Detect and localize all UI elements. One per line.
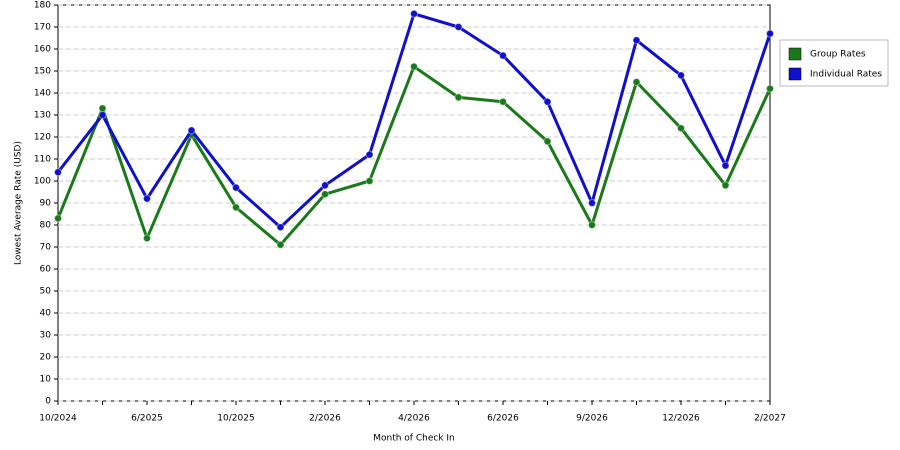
point: [410, 9, 418, 18]
x-tick-label: 12/2026: [662, 414, 700, 424]
y-tick-label: 170: [34, 23, 51, 33]
point: [588, 221, 596, 229]
point: [588, 199, 596, 207]
point: [365, 150, 374, 159]
point: [143, 194, 151, 203]
y-tick-label: 90: [40, 199, 52, 209]
y-tick-label: 180: [34, 1, 51, 11]
y-tick-label: 160: [34, 45, 51, 55]
point: [365, 177, 374, 185]
point: [543, 97, 552, 106]
x-tick-label: 10/2025: [217, 414, 254, 424]
point: [98, 104, 107, 113]
point: [232, 203, 240, 212]
point: [632, 36, 641, 45]
x-tick-label: 4/2026: [398, 414, 430, 424]
point: [543, 137, 552, 146]
y-tick-label: 140: [34, 89, 51, 99]
y-tick-label: 130: [34, 111, 51, 121]
y-tick-label: 40: [40, 309, 52, 319]
x-tick-label: 10/2024: [39, 414, 77, 424]
point: [232, 183, 240, 192]
point: [54, 214, 62, 223]
point: [410, 62, 418, 71]
point: [677, 124, 685, 133]
point: [721, 161, 730, 170]
point: [54, 168, 62, 177]
legend-swatch: [788, 67, 802, 81]
x-tick-label: 2/2027: [754, 414, 786, 424]
point: [321, 190, 329, 199]
legend-swatch: [788, 47, 802, 61]
y-tick-label: 10: [40, 375, 52, 385]
x-tick-label: 6/2026: [487, 414, 519, 424]
point: [98, 111, 107, 119]
point: [187, 126, 196, 135]
y-axis-title: Lowest Average Rate (USD): [14, 141, 24, 265]
point: [721, 181, 730, 190]
legend-label: Individual Rates: [810, 70, 882, 80]
y-tick-label: 100: [34, 177, 51, 187]
point: [276, 240, 285, 249]
legend-label: Group Rates: [810, 50, 866, 60]
x-tick-label: 2/2026: [309, 414, 341, 424]
point: [454, 23, 463, 31]
point: [454, 93, 463, 102]
y-tick-label: 110: [34, 155, 51, 165]
point: [632, 78, 641, 86]
point: [499, 51, 507, 60]
point: [499, 97, 507, 106]
y-tick-label: 30: [40, 331, 52, 341]
y-tick-label: 0: [45, 397, 51, 407]
point: [677, 71, 685, 80]
point: [276, 223, 285, 232]
point: [766, 84, 774, 93]
y-tick-label: 20: [40, 353, 52, 363]
y-tick-label: 50: [40, 287, 52, 297]
point: [321, 181, 329, 190]
x-axis-title: Month of Check In: [373, 434, 455, 444]
y-tick-label: 80: [40, 221, 52, 231]
y-tick-label: 70: [40, 243, 52, 253]
y-tick-label: 60: [40, 265, 52, 275]
y-tick-label: 150: [34, 67, 51, 77]
y-tick-label: 120: [34, 133, 51, 143]
x-tick-label: 9/2026: [576, 414, 608, 424]
point: [143, 234, 151, 243]
point: [766, 29, 774, 38]
x-tick-label: 6/2025: [131, 414, 163, 424]
